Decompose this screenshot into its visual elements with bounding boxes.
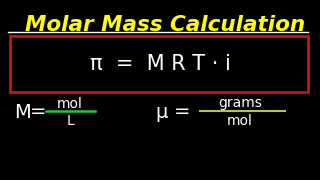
- Text: =: =: [30, 102, 46, 122]
- Text: mol: mol: [227, 114, 253, 128]
- Text: μ: μ: [155, 102, 167, 122]
- Text: π  =  M R T · i: π = M R T · i: [90, 54, 230, 74]
- Text: M: M: [14, 102, 31, 122]
- Text: Molar Mass Calculation: Molar Mass Calculation: [25, 15, 305, 35]
- Text: grams: grams: [218, 96, 262, 110]
- Text: L: L: [66, 114, 74, 128]
- Text: mol: mol: [57, 97, 83, 111]
- FancyBboxPatch shape: [10, 36, 308, 92]
- Text: =: =: [174, 102, 190, 122]
